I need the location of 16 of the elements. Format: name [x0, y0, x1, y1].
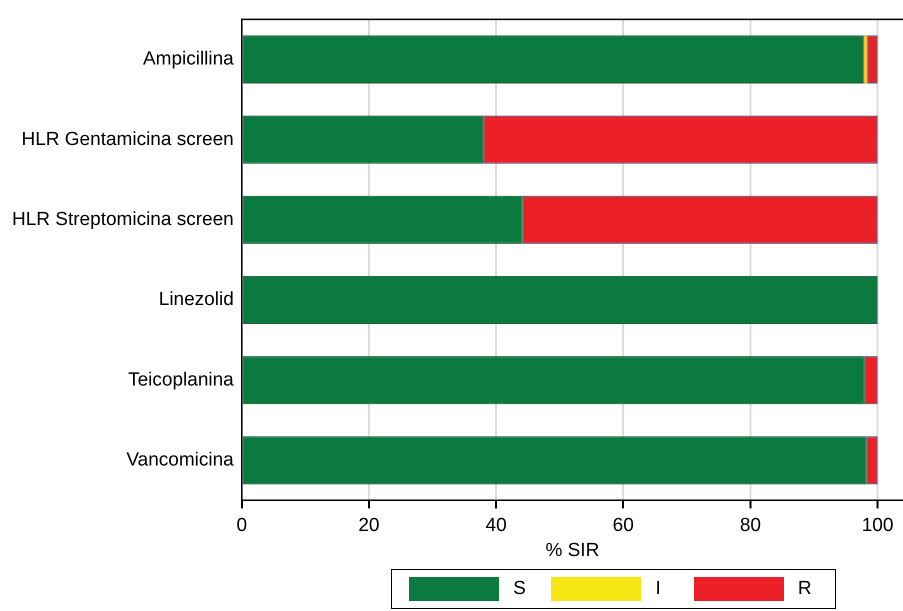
x-axis-title: % SIR	[545, 540, 600, 561]
y-tick-label: Ampicillina	[142, 48, 234, 70]
x-tick-label: 100	[862, 515, 894, 536]
y-tick-label: HLR Gentamicina screen	[21, 128, 234, 150]
x-tick-label: 60	[612, 515, 634, 536]
y-tick-label: Linezolid	[158, 289, 234, 310]
legend-label: S	[513, 578, 527, 600]
y-tick-label: Teicoplanina	[128, 369, 234, 390]
legend-label: R	[798, 578, 813, 600]
y-tick-label: Vancomicina	[126, 450, 234, 471]
x-tick-label: 0	[236, 515, 248, 536]
y-tick-label: HLR Streptomicina screen	[12, 209, 234, 230]
x-tick-label: 80	[740, 515, 761, 536]
x-tick-label: 40	[486, 515, 507, 536]
x-tick-label: 20	[358, 515, 380, 536]
legend-label: I	[655, 578, 662, 600]
